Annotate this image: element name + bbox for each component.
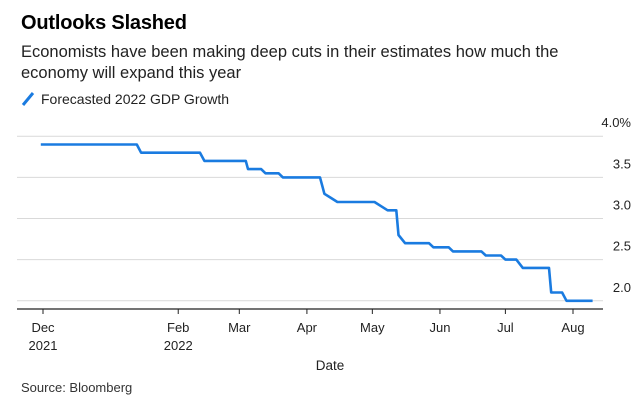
y-tick-label: 3.0 — [613, 198, 631, 213]
y-tick-label: 3.5 — [613, 156, 631, 171]
x-tick-label: Aug — [561, 320, 584, 335]
x-tick-label: Dec — [31, 320, 55, 335]
y-tick-label: 2.0 — [613, 280, 631, 295]
legend-label: Forecasted 2022 GDP Growth — [41, 91, 230, 107]
x-tick-label-year: 2022 — [164, 338, 193, 353]
series-line-gdp-growth — [40, 143, 593, 303]
x-tick-label: Jun — [429, 320, 450, 335]
chart-title: Outlooks Slashed — [21, 12, 187, 34]
x-tick-label-year: 2021 — [29, 338, 58, 353]
chart-subtitle: Economists have been making deep cuts in… — [21, 43, 559, 82]
y-tick-label: 2.5 — [613, 239, 631, 254]
y-tick-label: 4.0% — [601, 115, 631, 130]
x-axis-title: Date — [316, 358, 345, 373]
x-tick-label: Jul — [497, 320, 514, 335]
legend: Forecasted 2022 GDP Growth — [21, 91, 229, 107]
x-tick-label: Mar — [228, 320, 251, 335]
x-tick-label: Apr — [297, 320, 318, 335]
legend-swatch-icon — [21, 92, 35, 106]
x-tick-label: Feb — [167, 320, 189, 335]
source-note: Source: Bloomberg — [21, 380, 133, 395]
x-tick-label: May — [360, 320, 385, 335]
